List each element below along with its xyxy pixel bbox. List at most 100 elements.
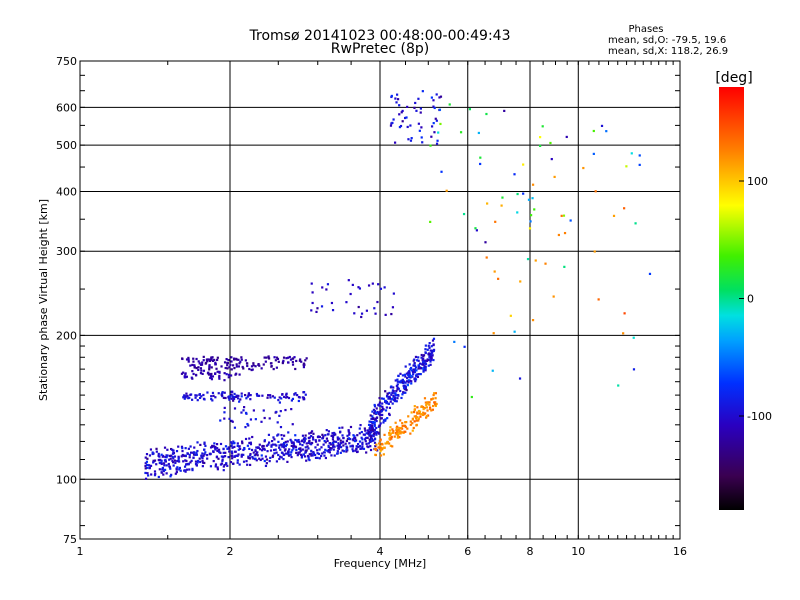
data-point bbox=[230, 454, 233, 458]
data-point bbox=[323, 454, 326, 457]
data-point bbox=[378, 413, 381, 416]
data-point bbox=[358, 440, 362, 443]
data-point bbox=[419, 415, 422, 418]
data-point bbox=[431, 339, 435, 342]
data-point bbox=[179, 469, 182, 472]
data-point bbox=[180, 372, 184, 375]
data-point bbox=[409, 420, 412, 423]
data-point bbox=[405, 116, 408, 119]
data-point bbox=[428, 355, 431, 358]
data-point bbox=[273, 452, 276, 455]
data-point bbox=[289, 438, 292, 441]
data-point bbox=[185, 459, 188, 463]
data-point bbox=[187, 463, 190, 466]
data-point bbox=[533, 208, 536, 211]
data-point bbox=[270, 365, 273, 368]
data-point bbox=[370, 417, 373, 420]
data-point bbox=[245, 412, 248, 415]
data-point bbox=[349, 292, 352, 296]
data-point bbox=[325, 429, 328, 432]
data-point bbox=[330, 434, 333, 438]
data-point bbox=[648, 272, 652, 276]
data-point bbox=[198, 457, 201, 460]
data-point bbox=[320, 446, 323, 449]
data-point bbox=[265, 444, 269, 447]
data-point bbox=[407, 373, 410, 377]
data-point bbox=[230, 393, 233, 396]
data-point bbox=[201, 465, 204, 468]
data-point bbox=[175, 468, 178, 471]
data-point bbox=[341, 434, 344, 437]
data-point bbox=[278, 401, 282, 404]
data-point bbox=[632, 368, 636, 371]
data-point bbox=[185, 358, 189, 361]
data-point bbox=[311, 454, 314, 457]
data-point bbox=[147, 474, 150, 477]
data-point bbox=[435, 93, 438, 96]
data-point bbox=[176, 466, 179, 469]
data-point bbox=[371, 410, 374, 413]
data-point bbox=[198, 396, 202, 400]
data-point bbox=[287, 396, 291, 400]
data-point bbox=[235, 365, 238, 368]
data-point bbox=[394, 379, 397, 382]
data-point bbox=[351, 283, 354, 287]
data-point bbox=[287, 431, 290, 434]
data-point bbox=[310, 309, 313, 312]
data-point bbox=[375, 448, 378, 452]
data-point bbox=[336, 452, 339, 455]
data-point bbox=[163, 468, 167, 471]
data-point bbox=[375, 426, 378, 430]
data-point bbox=[185, 463, 188, 466]
data-point bbox=[342, 450, 346, 453]
data-point bbox=[230, 419, 233, 422]
data-point bbox=[248, 441, 251, 445]
data-point bbox=[273, 396, 276, 399]
data-point bbox=[180, 455, 183, 458]
data-point bbox=[394, 97, 397, 100]
data-point bbox=[278, 457, 281, 461]
data-point bbox=[203, 441, 206, 444]
data-point bbox=[270, 444, 273, 447]
data-point bbox=[391, 121, 394, 125]
data-point bbox=[408, 370, 411, 373]
y-tick-label: 400 bbox=[56, 185, 77, 198]
data-point bbox=[204, 362, 207, 365]
colorbar-label: [deg] bbox=[715, 70, 752, 86]
data-point bbox=[316, 307, 319, 310]
data-point bbox=[248, 457, 251, 460]
data-point bbox=[413, 106, 416, 109]
data-point bbox=[212, 445, 216, 448]
data-point bbox=[352, 450, 355, 453]
data-point bbox=[396, 380, 399, 383]
data-point bbox=[382, 408, 385, 411]
data-point bbox=[184, 470, 187, 473]
data-point bbox=[188, 453, 191, 456]
data-point bbox=[218, 376, 221, 379]
data-point bbox=[378, 445, 381, 448]
data-point bbox=[500, 204, 503, 207]
data-point bbox=[421, 363, 425, 366]
stats-line-x: mean, sd,X: 118.2, 26.9 bbox=[608, 46, 728, 57]
data-point bbox=[180, 445, 184, 448]
data-point bbox=[288, 448, 291, 451]
data-point bbox=[175, 471, 178, 474]
data-point bbox=[216, 356, 219, 359]
data-point bbox=[246, 444, 249, 447]
data-point bbox=[218, 374, 221, 378]
data-point bbox=[632, 336, 635, 339]
data-point bbox=[298, 359, 301, 362]
data-point bbox=[409, 139, 413, 142]
data-point bbox=[206, 391, 209, 394]
data-point bbox=[563, 265, 566, 268]
data-point bbox=[190, 398, 194, 401]
x-tick-label: 8 bbox=[527, 545, 534, 558]
data-point bbox=[347, 437, 351, 440]
data-point bbox=[410, 380, 413, 383]
data-point bbox=[325, 437, 329, 440]
data-point bbox=[370, 437, 373, 440]
data-point bbox=[397, 374, 400, 377]
data-point bbox=[212, 460, 215, 463]
data-point bbox=[199, 460, 202, 464]
data-point bbox=[182, 460, 185, 463]
